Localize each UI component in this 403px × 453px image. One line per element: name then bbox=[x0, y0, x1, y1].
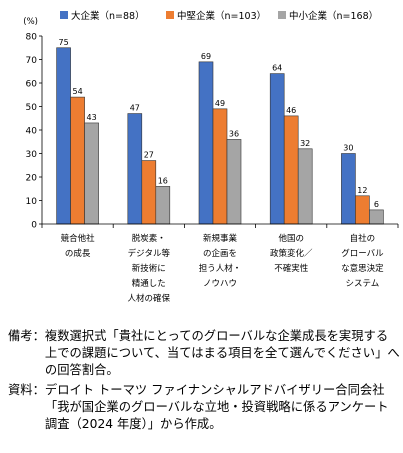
data-label-3-series-2: 49 bbox=[215, 99, 225, 108]
x-category-label-2-line-2: デジタル等 bbox=[128, 248, 171, 259]
x-category-label-3: 新規事業の企画を担う人材・ノウハウ bbox=[199, 233, 242, 289]
y-tick-label-0: 0 bbox=[31, 221, 37, 231]
y-tick-label-70: 70 bbox=[26, 56, 38, 66]
data-label-4-series-2: 46 bbox=[286, 106, 296, 115]
bar-2-series-1 bbox=[127, 113, 143, 225]
x-category-label-5-line-2: グローバル bbox=[341, 248, 384, 259]
x-category-label-5-line-3: な意思決定 bbox=[341, 263, 384, 274]
x-category-label-4-line-2: 政策変化／ bbox=[270, 248, 313, 259]
y-tick-label-40: 40 bbox=[26, 127, 38, 137]
chart-legend: 大企業（n=88） 中堅企業（n=103） 中小企業（n=168） bbox=[60, 10, 378, 22]
x-category-label-1-line-2: の成長 bbox=[65, 248, 91, 259]
legend-swatch-3 bbox=[278, 11, 286, 19]
data-label-4-series-1: 64 bbox=[272, 64, 282, 73]
data-label-1-series-1: 75 bbox=[59, 38, 69, 47]
note-remarks-label: 備考： bbox=[8, 329, 45, 343]
x-axis: 競合他社の成長脱炭素・デジタル等新技術に精通した人材の確保新規事業の企画を担う人… bbox=[41, 223, 399, 304]
x-category-label-2-line-5: 人材の確保 bbox=[128, 293, 171, 304]
bar-5-series-3 bbox=[369, 209, 384, 225]
data-label-2-series-3: 16 bbox=[158, 176, 168, 185]
x-category-label-2-line-4: 精通した bbox=[132, 278, 166, 289]
y-axis-unit: (%) bbox=[23, 17, 38, 27]
data-label-5-series-1: 30 bbox=[343, 144, 353, 153]
bar-4-series-2 bbox=[283, 115, 299, 225]
x-category-label-5-line-1: 自社の bbox=[350, 233, 376, 244]
legend-label-1: 大企業（n=88） bbox=[71, 10, 145, 22]
x-category-label-2-line-1: 脱炭素・ bbox=[132, 233, 166, 244]
bar-chart: 大企業（n=88） 中堅企業（n=103） 中小企業（n=168） (%) 0 10 20… bbox=[23, 10, 399, 304]
data-label-2-series-1: 47 bbox=[130, 104, 140, 113]
x-category-label-2: 脱炭素・デジタル等新技術に精通した人材の確保 bbox=[128, 233, 171, 304]
y-tick-label-50: 50 bbox=[26, 103, 38, 113]
bar-5-series-1 bbox=[341, 153, 356, 225]
data-label-5-series-2: 12 bbox=[357, 186, 367, 195]
data-label-1-series-3: 43 bbox=[87, 113, 97, 122]
x-category-label-5-line-4: システム bbox=[346, 279, 380, 289]
y-tick-label-30: 30 bbox=[26, 150, 38, 160]
x-category-label-4-line-1: 他国の bbox=[278, 233, 304, 244]
note-remarks-text: 複数選択式「貴社にとってのグローバルな企業成長を実現する上での課題について、当て… bbox=[44, 329, 400, 378]
notes-section: 備考： 複数選択式「貴社にとってのグローバルな企業成長を実現する上での課題につい… bbox=[8, 328, 400, 435]
y-tick-label-60: 60 bbox=[26, 80, 38, 90]
bar-2-series-3 bbox=[155, 186, 171, 225]
note-source: 資料： デロイト トーマツ ファイナンシャルアドバイザリー合同会社「我が国企業の… bbox=[8, 382, 400, 434]
bar-5-series-2 bbox=[355, 195, 370, 225]
x-category-label-4-line-3: 不確実性 bbox=[274, 263, 309, 274]
data-label-2-series-2: 27 bbox=[144, 151, 154, 160]
x-category-label-3-line-3: 担う人材・ bbox=[199, 263, 242, 274]
data-label-5-series-3: 6 bbox=[374, 200, 379, 209]
x-category-label-1-line-1: 競合他社 bbox=[61, 233, 96, 244]
bar-4-series-3 bbox=[297, 148, 313, 225]
y-tick-label-80: 80 bbox=[26, 33, 38, 43]
bar-3-series-1 bbox=[198, 61, 214, 225]
y-tick-label-10: 10 bbox=[26, 197, 38, 207]
data-label-3-series-3: 36 bbox=[229, 129, 239, 138]
legend-swatch-2 bbox=[166, 11, 174, 19]
y-tick-label-20: 20 bbox=[26, 174, 38, 184]
x-category-label-2-line-3: 新技術に bbox=[132, 263, 166, 274]
x-category-label-1: 競合他社の成長 bbox=[61, 233, 96, 259]
x-category-label-3-line-2: の企画を bbox=[203, 248, 237, 259]
bar-1-series-3 bbox=[84, 122, 99, 225]
bar-3-series-2 bbox=[212, 108, 228, 225]
chart-bars: 75 54 43 47 27 16 69 49 36 64 46 32 30 12 6 bbox=[56, 38, 384, 225]
bar-3-series-3 bbox=[226, 139, 242, 225]
data-label-4-series-3: 32 bbox=[300, 139, 310, 148]
bar-2-series-2 bbox=[141, 160, 157, 225]
x-category-label-4: 他国の政策変化／ 不確実性 bbox=[270, 233, 313, 274]
bar-1-series-2 bbox=[70, 96, 85, 225]
y-axis: (%) 0 10 20 30 40 50 60 70 80 bbox=[23, 17, 43, 231]
note-source-text: デロイト トーマツ ファイナンシャルアドバイザリー合同会社「我が国企業のグローバ… bbox=[44, 382, 389, 432]
x-category-label-3-line-1: 新規事業 bbox=[203, 233, 238, 244]
legend-swatch-1 bbox=[60, 11, 68, 19]
legend-label-2: 中堅企業（n=103） bbox=[177, 10, 266, 22]
note-remarks: 備考： 複数選択式「貴社にとってのグローバルな企業成長を実現する上での課題につい… bbox=[8, 328, 400, 380]
data-label-1-series-2: 54 bbox=[73, 87, 83, 96]
x-category-label-3-line-4: ノウハウ bbox=[203, 279, 237, 289]
legend-label-3: 中小企業（n=168） bbox=[289, 10, 378, 22]
note-source-label: 資料： bbox=[8, 382, 45, 397]
bar-1-series-1 bbox=[56, 47, 71, 225]
data-label-3-series-1: 69 bbox=[201, 52, 211, 61]
x-category-label-5: 自社のグローバルな意思決定システム bbox=[341, 233, 384, 289]
bar-4-series-1 bbox=[269, 73, 285, 225]
